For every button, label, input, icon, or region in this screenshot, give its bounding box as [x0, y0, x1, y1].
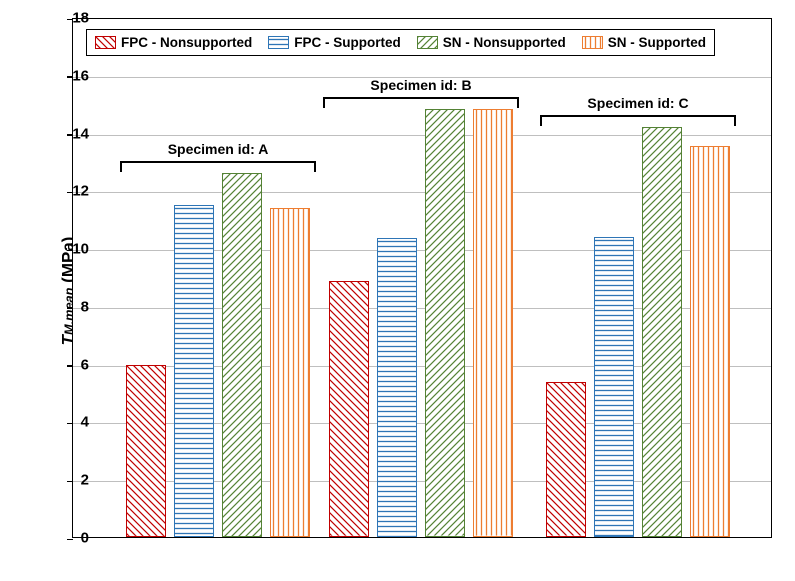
legend-swatch	[582, 36, 603, 49]
legend-item: FPC - Supported	[268, 35, 401, 50]
bar-fpc_s	[174, 205, 214, 537]
group-bracket	[323, 97, 519, 109]
group-bracket	[120, 161, 316, 173]
y-tick-label: 2	[59, 472, 89, 489]
y-tick-label: 12	[59, 183, 89, 200]
y-tick-label: 16	[59, 67, 89, 84]
group-bracket	[540, 115, 736, 127]
bar-sn_ns	[642, 127, 682, 537]
bar-fpc_ns	[546, 382, 586, 537]
legend-label: FPC - Nonsupported	[121, 35, 252, 50]
legend-swatch	[417, 36, 438, 49]
legend-item: SN - Nonsupported	[417, 35, 566, 50]
y-tick-label: 14	[59, 125, 89, 142]
bar-sn_s	[270, 208, 310, 537]
y-tick-label: 8	[59, 298, 89, 315]
legend-label: SN - Supported	[608, 35, 706, 50]
legend-item: FPC - Nonsupported	[95, 35, 252, 50]
bar-sn_ns	[222, 173, 262, 537]
legend-label: SN - Nonsupported	[443, 35, 566, 50]
legend-label: FPC - Supported	[294, 35, 401, 50]
y-tick-label: 4	[59, 414, 89, 431]
legend-item: SN - Supported	[582, 35, 706, 50]
legend-swatch	[268, 36, 289, 49]
legend: FPC - Nonsupported FPC - Supported SN - No…	[86, 29, 715, 56]
bar-sn_s	[690, 146, 730, 537]
y-tick-label: 10	[59, 241, 89, 258]
y-tick-label: 18	[59, 10, 89, 27]
legend-swatch	[95, 36, 116, 49]
bar-sn_s	[473, 109, 513, 537]
group-label: Specimen id: C	[587, 95, 688, 111]
y-tick-label: 6	[59, 356, 89, 373]
bar-fpc_ns	[126, 365, 166, 537]
bar-fpc_s	[377, 238, 417, 537]
bar-fpc_s	[594, 237, 634, 537]
group-label: Specimen id: A	[168, 141, 269, 157]
group-label: Specimen id: B	[370, 77, 471, 93]
bar-fpc_ns	[329, 281, 369, 537]
chart-plot-area: Specimen id: A Specimen id: B Specimen id:…	[72, 18, 772, 538]
y-tick-label: 0	[59, 530, 89, 547]
bar-sn_ns	[425, 109, 465, 537]
